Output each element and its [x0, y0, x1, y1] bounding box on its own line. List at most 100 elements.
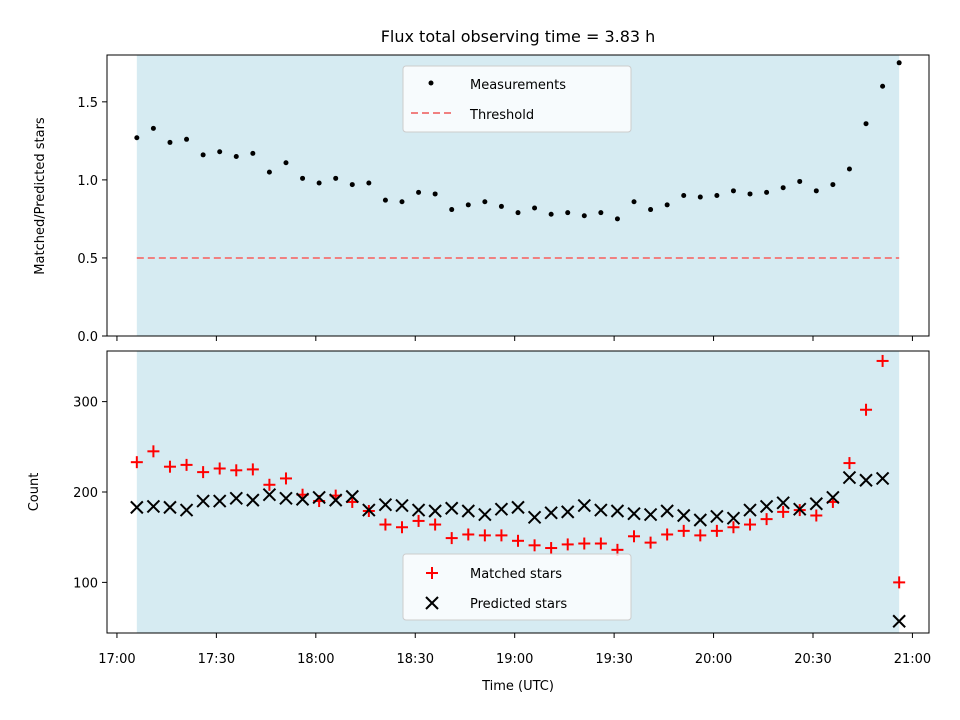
predicted-star-point: [196, 494, 210, 508]
matched-star-point: [445, 532, 458, 545]
matched-star-point: [628, 530, 641, 543]
measurement-point: [648, 207, 654, 213]
matched-star-point: [346, 495, 359, 508]
bottom-y-tick-label: 200: [73, 486, 98, 501]
matched-star-point: [661, 528, 674, 541]
predicted-star-point: [561, 505, 575, 519]
measurement-point: [697, 194, 703, 200]
measurement-point: [565, 210, 571, 216]
measurement-point: [167, 139, 173, 145]
measurement-point: [896, 60, 902, 66]
top-axes-frame: [106, 54, 930, 337]
measurement-point: [366, 180, 372, 186]
measurement-point: [730, 188, 736, 194]
measurement-point: [681, 193, 687, 198]
predicted-star-point: [660, 504, 674, 518]
measurement-point: [266, 169, 272, 175]
measurement-point: [498, 203, 504, 209]
x-tick-label: 18:00: [297, 652, 334, 667]
legend-predicted-label: Predicted stars: [470, 597, 567, 612]
predicted-star-point: [544, 506, 558, 520]
measurement-point: [813, 188, 819, 194]
predicted-star-point: [295, 492, 310, 506]
x-tick-label: 17:00: [98, 652, 135, 667]
bottom-y-axis-label: Count: [27, 473, 42, 512]
measurement-point: [300, 175, 306, 181]
top-title: Flux total observing time = 3.83 h: [381, 27, 656, 46]
predicted-star-point: [461, 504, 475, 518]
predicted-star-point: [511, 500, 525, 515]
matched-star-point: [462, 528, 475, 541]
x-tick-label: 19:00: [496, 652, 533, 667]
predicted-star-point: [826, 490, 840, 505]
matched-star-point: [561, 538, 574, 551]
matched-star-point: [545, 542, 558, 555]
measurement-point: [432, 191, 438, 197]
matched-stars-points: [130, 354, 906, 589]
top-legend: Measurements Threshold: [402, 65, 632, 133]
predicted-star-point: [793, 502, 807, 516]
measurement-point: [664, 202, 670, 208]
legend-matched-marker: [426, 567, 438, 579]
predicted-star-point: [759, 499, 774, 514]
measurement-point: [846, 166, 852, 172]
matched-star-point: [727, 521, 740, 534]
measurement-point: [200, 152, 206, 158]
legend-measurements-label: Measurements: [470, 78, 566, 93]
matched-star-point: [860, 403, 873, 416]
predicted-star-point: [246, 493, 260, 507]
predicted-star-point: [842, 470, 857, 485]
matched-star-point: [594, 537, 607, 550]
predicted-star-point: [610, 504, 625, 518]
x-tick-label: 17:30: [198, 652, 235, 667]
measurement-point: [863, 121, 869, 127]
measurement-point: [598, 210, 604, 216]
matched-star-point: [478, 529, 491, 542]
bottom-panel: 100 200 300 17:00 17:30 18:00 18:30 19:00 19:30…: [27, 350, 931, 694]
measurement-point: [399, 199, 405, 205]
predicted-star-point: [146, 499, 161, 514]
top-y-axis-label: Matched/Predicted stars: [33, 117, 48, 275]
measurement-point: [747, 191, 753, 197]
matched-star-point: [578, 537, 591, 550]
predicted-star-point: [594, 503, 608, 517]
matched-star-point: [843, 457, 856, 470]
predicted-star-point: [229, 491, 243, 506]
measurement-point: [482, 199, 488, 205]
matched-star-point: [147, 445, 160, 458]
matched-star-point: [512, 534, 524, 547]
matched-star-point: [744, 518, 757, 531]
predicted-star-point: [677, 508, 691, 523]
predicted-star-point: [776, 496, 790, 510]
matched-star-point: [180, 458, 193, 471]
measurement-point: [250, 150, 256, 156]
measurement-point: [416, 189, 422, 195]
predicted-stars-points: [130, 470, 906, 628]
measurement-point: [614, 216, 620, 222]
predicted-star-point: [892, 614, 906, 628]
predicted-star-point: [726, 511, 741, 525]
measurement-point: [764, 189, 770, 195]
measurement-point: [449, 207, 455, 213]
x-tick-label: 21:00: [894, 652, 931, 667]
measurement-point: [581, 213, 587, 219]
predicted-star-point: [262, 488, 277, 502]
legend-matched-label: Matched stars: [470, 567, 562, 582]
measurement-point: [880, 83, 886, 89]
predicted-star-point: [328, 493, 343, 507]
matched-star-point: [279, 472, 292, 485]
bottom-y-tick-label: 300: [73, 396, 98, 411]
predicted-star-point: [179, 503, 194, 517]
measurement-point: [382, 197, 388, 203]
x-tick-label: 19:30: [595, 652, 632, 667]
legend-predicted-marker: [425, 596, 439, 610]
matched-star-point: [130, 456, 143, 469]
predicted-star-point: [362, 503, 376, 517]
measurement-point: [217, 149, 223, 155]
x-tick-label: 20:00: [695, 652, 732, 667]
matched-star-point: [760, 513, 773, 526]
predicted-star-point: [163, 500, 177, 515]
matched-star-point: [777, 505, 790, 518]
legend-threshold-label: Threshold: [469, 108, 534, 123]
